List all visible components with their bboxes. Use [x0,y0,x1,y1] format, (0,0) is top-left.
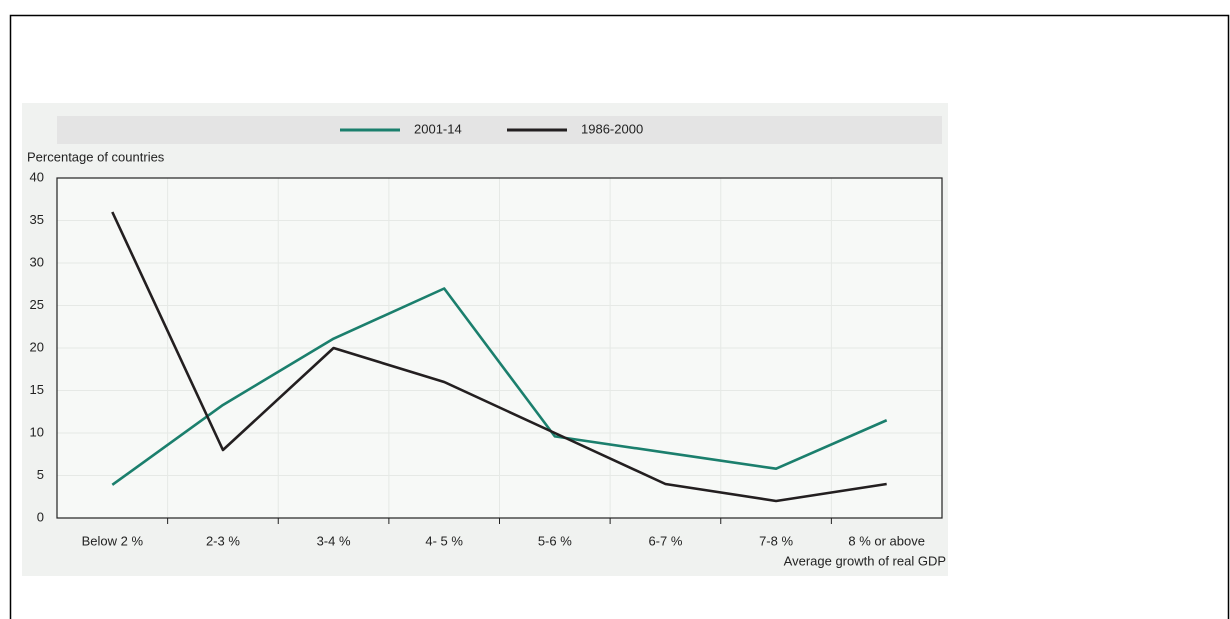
y-tick-label: 15 [30,382,44,397]
x-tick-label: 7-8 % [759,533,793,548]
y-tick-label: 30 [30,254,44,269]
y-tick-label: 0 [37,509,44,524]
legend-label: 1986-2000 [581,121,643,136]
y-tick-label: 35 [30,212,44,227]
y-tick-label: 10 [30,424,44,439]
y-tick-label: 20 [30,339,44,354]
x-tick-label: 4- 5 % [425,533,463,548]
y-tick-label: 25 [30,297,44,312]
data-line [111,211,887,503]
x-axis-label: Average growth of real GDP [784,553,946,568]
data-line [111,287,888,486]
frame [9,14,1230,619]
y-tick-label: 5 [37,467,44,482]
x-tick-label: Below 2 % [82,533,144,548]
legend-bar [57,116,942,144]
y-axis-label: Percentage of countries [27,149,165,164]
x-tick-label: 8 % or above [848,533,925,548]
x-tick-label: 5-6 % [538,533,572,548]
x-tick-label: 2-3 % [206,533,240,548]
x-tick-label: 6-7 % [648,533,682,548]
plot-border [56,177,943,519]
legend-label: 2001-14 [414,121,462,136]
y-tick-label: 40 [30,169,44,184]
x-tick-label: 3-4 % [317,533,351,548]
